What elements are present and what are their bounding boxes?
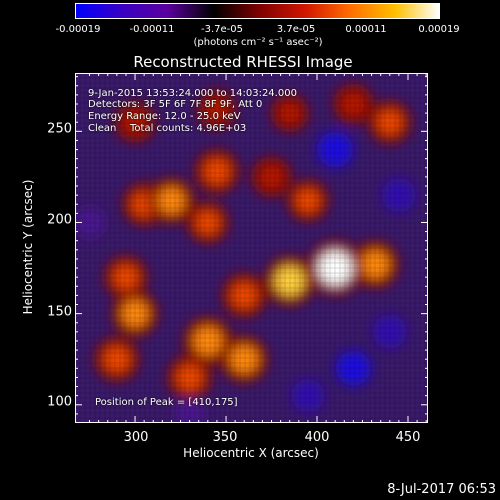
detectors-label: Detectors: 3F 5F 6F 7F 8F 9F, Att 0	[88, 99, 263, 110]
x-tick-label: 300	[123, 430, 149, 445]
y-tick-label: 250	[47, 121, 72, 137]
colorbar-tick-label: -0.00011	[129, 24, 175, 35]
colorbar-tick-label: 3.7e-05	[276, 24, 316, 35]
energy-range-label: Energy Range: 12.0 - 25.0 keV	[88, 111, 241, 122]
total-counts-label: Total counts: 4.96E+03	[130, 123, 247, 134]
time-range-label: 9-Jan-2015 13:53:24.000 to 14:03:24.000	[88, 88, 297, 99]
colorbar	[75, 3, 440, 19]
peak-position-label: Position of Peak = [410,175]	[95, 397, 238, 408]
footer-date: 8-Jul-2017 06:53	[387, 482, 496, 497]
pixel-grid-overlay	[75, 73, 428, 423]
colorbar-tick-label: -0.00019	[55, 24, 101, 35]
x-tick-label: 450	[395, 430, 421, 445]
x-tick-label: 400	[304, 430, 330, 445]
colorbar-tick-label: 0.00011	[345, 24, 387, 35]
x-axis-label: Heliocentric X (arcsec)	[183, 446, 319, 460]
colorbar-unit-label: (photons cm⁻² s⁻¹ asec⁻²)	[193, 37, 323, 48]
y-tick-label: 200	[47, 212, 72, 228]
plot-area: 9-Jan-2015 13:53:24.000 to 14:03:24.000 …	[75, 73, 428, 423]
y-tick-label: 150	[47, 304, 72, 320]
y-tick-label: 100	[47, 394, 72, 410]
x-tick-label: 350	[212, 430, 238, 445]
y-axis-label: Heliocentric Y (arcsec)	[21, 179, 35, 315]
colorbar-tick-label: -3.7e-05	[201, 24, 243, 35]
colorbar-tick-label: 0.00019	[418, 24, 460, 35]
plot-frame	[75, 73, 428, 423]
chart-title: Reconstructed RHESSI Image	[133, 53, 353, 71]
method-label: Clean	[88, 123, 117, 134]
heatmap-image	[75, 73, 428, 423]
